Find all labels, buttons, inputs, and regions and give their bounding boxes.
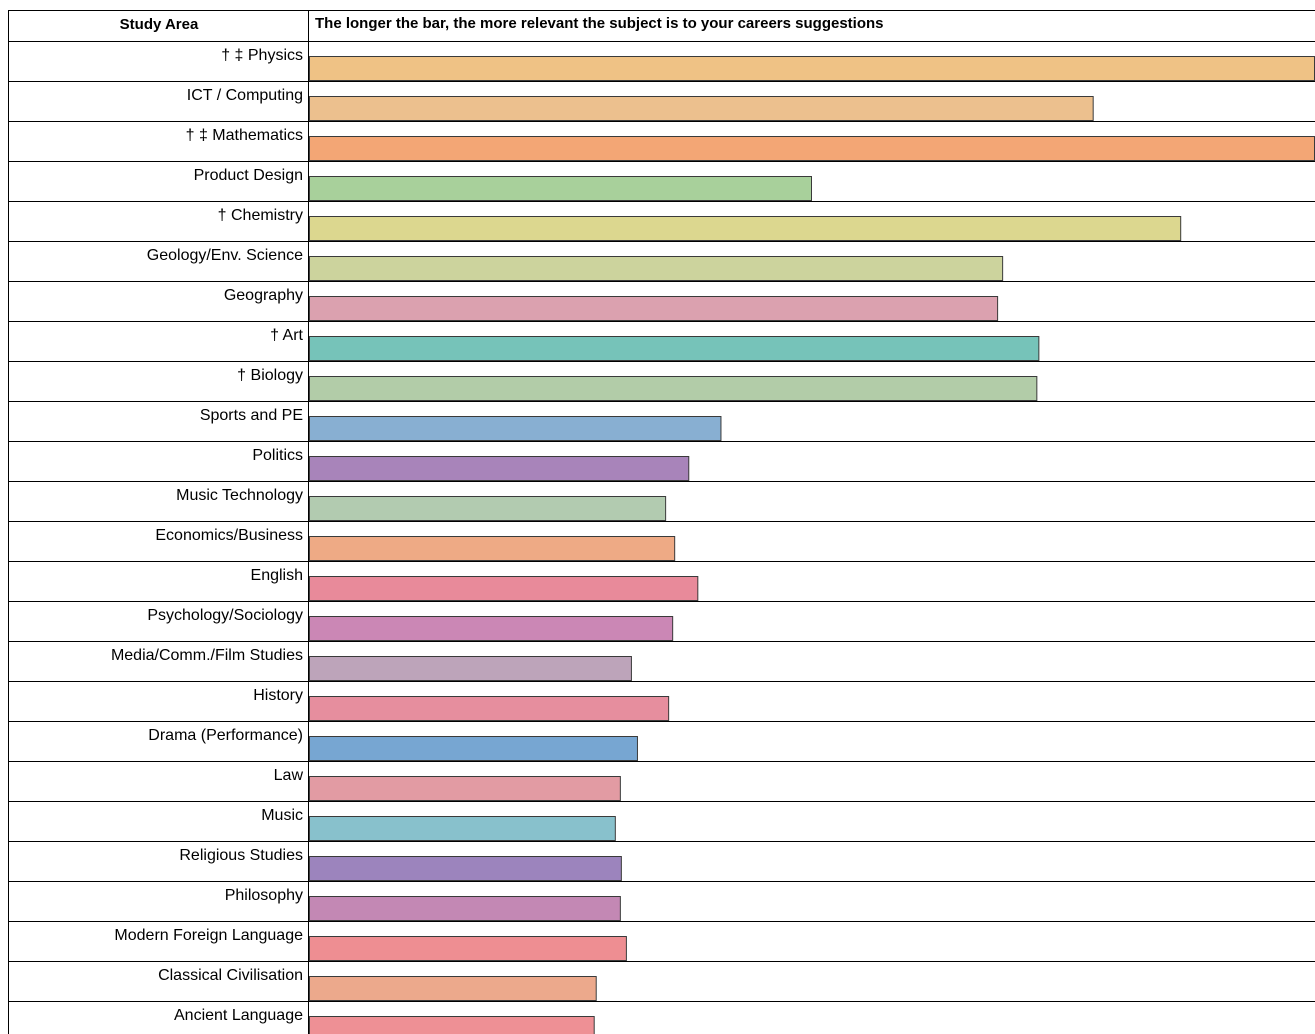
bar bbox=[309, 416, 722, 441]
bar bbox=[309, 56, 1315, 81]
bar bbox=[309, 976, 597, 1001]
bar bbox=[309, 1016, 595, 1034]
bar bbox=[309, 456, 690, 481]
bar bbox=[309, 576, 699, 601]
category-label: Classical Civilisation bbox=[158, 967, 303, 984]
bar bbox=[309, 296, 999, 321]
category-label: Sports and PE bbox=[200, 407, 303, 424]
category-label: English bbox=[251, 567, 303, 584]
category-label: Philosophy bbox=[225, 887, 303, 904]
category-label: † Art bbox=[270, 327, 303, 344]
category-label: History bbox=[253, 687, 303, 704]
category-label: ICT / Computing bbox=[187, 87, 303, 104]
bar bbox=[309, 776, 621, 801]
category-label: Economics/Business bbox=[155, 527, 303, 544]
category-label: Ancient Language bbox=[174, 1007, 303, 1024]
category-label: Geography bbox=[224, 287, 303, 304]
bar bbox=[309, 96, 1094, 121]
bar bbox=[309, 936, 627, 961]
bar bbox=[309, 136, 1315, 161]
category-label: † ‡ Physics bbox=[221, 47, 303, 64]
bar bbox=[309, 696, 670, 721]
bar bbox=[309, 656, 632, 681]
bar bbox=[309, 176, 812, 201]
category-label: Law bbox=[274, 767, 304, 784]
category-label: † Chemistry bbox=[218, 207, 303, 224]
category-label: Media/Comm./Film Studies bbox=[111, 647, 303, 664]
category-label: Modern Foreign Language bbox=[114, 927, 303, 944]
category-label: † ‡ Mathematics bbox=[186, 127, 303, 144]
bar bbox=[309, 496, 667, 521]
bar bbox=[309, 376, 1038, 401]
category-label: Product Design bbox=[194, 167, 303, 184]
category-label: Music Technology bbox=[176, 487, 303, 504]
bar bbox=[309, 816, 616, 841]
bar bbox=[309, 256, 1004, 281]
bar bbox=[309, 736, 638, 761]
category-label: † Biology bbox=[237, 367, 303, 384]
category-label: Music bbox=[261, 807, 303, 824]
bar bbox=[309, 616, 674, 641]
category-label: Psychology/Sociology bbox=[147, 607, 303, 624]
category-label: Politics bbox=[252, 447, 303, 464]
bar-group bbox=[309, 56, 1315, 1034]
bar bbox=[309, 216, 1182, 241]
bar bbox=[309, 856, 622, 881]
row-gridlines bbox=[8, 41, 1315, 1002]
bar bbox=[309, 336, 1040, 361]
category-label-group: † ‡ Physics ICT / Computing † ‡ Mathematic… bbox=[111, 47, 304, 1024]
category-label: Religious Studies bbox=[179, 847, 303, 864]
study-area-header: Study Area bbox=[120, 16, 199, 33]
category-label: Drama (Performance) bbox=[148, 727, 303, 744]
bar bbox=[309, 536, 676, 561]
category-label: Geology/Env. Science bbox=[147, 247, 303, 264]
bar bbox=[309, 896, 621, 921]
chart-description-header: The longer the bar, the more relevant th… bbox=[315, 15, 884, 32]
